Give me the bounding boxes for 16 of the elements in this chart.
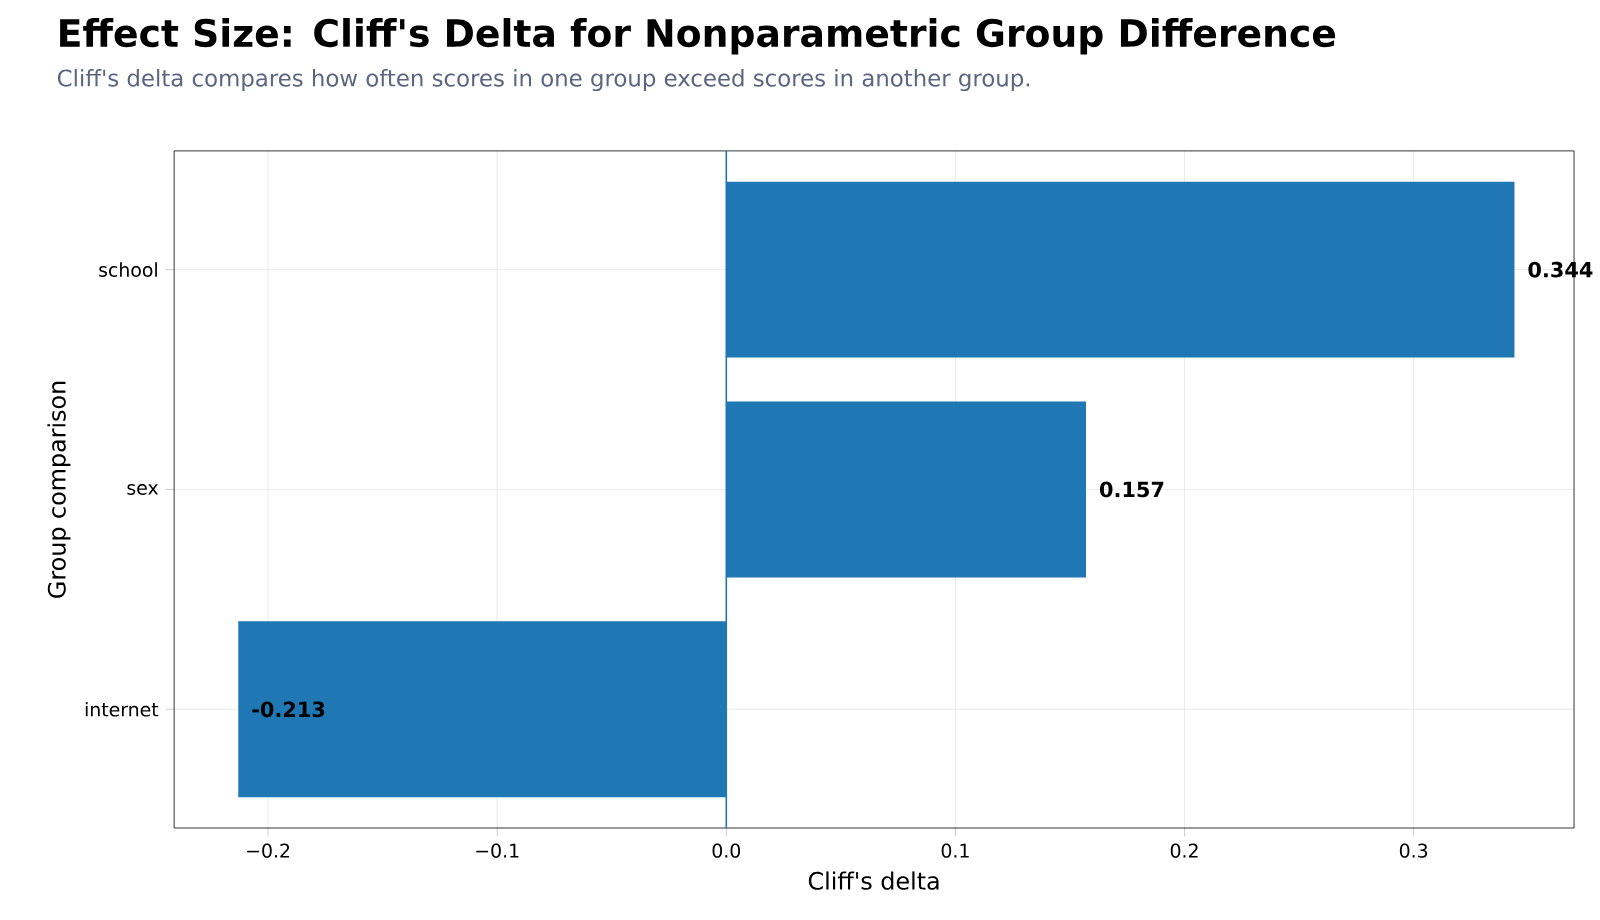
- data-label: 0.344: [1528, 261, 1593, 278]
- data-label: -0.213: [252, 701, 325, 717]
- data-label: 0.157: [1099, 481, 1164, 498]
- y-tick-label: internet: [85, 701, 159, 717]
- x-tick-label: 0.1: [941, 843, 969, 858]
- y-tick-label: sex: [127, 483, 159, 495]
- x-tick-label: 0.0: [712, 843, 741, 858]
- chart-subtitle: Cliff's delta compares how often scores in one group exceed scores in another group.: [57, 68, 1030, 91]
- x-tick-label: −0.1: [476, 843, 519, 858]
- chart-title: Effect Size: Cliff's Delta for Nonparametric Group Difference: [60, 17, 1336, 55]
- x-axis-title: Cliff's delta: [808, 871, 939, 890]
- x-tick-label: 0.2: [1170, 843, 1198, 858]
- x-tick-label: −0.2: [247, 843, 290, 858]
- x-tick-label: 0.3: [1399, 843, 1428, 858]
- y-axis-title: Group comparison: [47, 381, 71, 598]
- y-tick-label: school: [99, 262, 157, 277]
